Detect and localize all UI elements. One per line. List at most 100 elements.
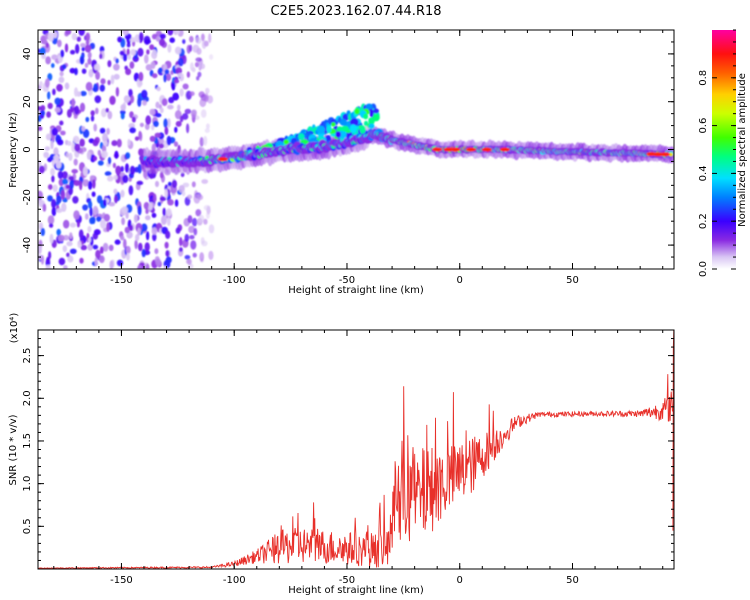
noise-cell — [82, 204, 88, 211]
noise-cell — [89, 206, 93, 217]
noise-cell — [45, 133, 52, 141]
noise-cell — [42, 203, 47, 212]
peak-cell — [499, 147, 510, 152]
noise-cell — [51, 175, 55, 183]
noise-cell — [206, 123, 210, 129]
noise-cell — [99, 84, 106, 92]
noise-cell — [51, 206, 57, 217]
noise-cell — [164, 126, 169, 135]
noise-cell — [148, 202, 153, 211]
noise-cell — [74, 143, 81, 152]
noise-cell — [206, 212, 210, 219]
noise-cell — [98, 255, 105, 264]
snr-ytick-label: 2.5 — [22, 348, 33, 364]
noise-cell — [93, 156, 98, 161]
noise-cell — [59, 71, 64, 77]
snr-ytick-label: 1.0 — [22, 476, 33, 492]
snr-xtick-label: 0 — [457, 575, 463, 586]
noise-cell — [81, 126, 86, 132]
noise-cell — [50, 167, 55, 176]
noise-cell — [120, 189, 125, 198]
noise-cell — [167, 118, 171, 128]
noise-cell — [38, 244, 42, 255]
noise-cell — [49, 223, 54, 228]
noise-cell — [182, 39, 186, 44]
noise-cell — [120, 235, 125, 241]
noise-cell — [159, 171, 164, 179]
noise-cell — [89, 175, 95, 181]
noise-cell — [125, 163, 129, 173]
noise-cell — [74, 105, 80, 115]
noise-cell — [158, 67, 163, 74]
noise-cell — [117, 36, 123, 43]
noise-cell — [44, 146, 51, 152]
noise-cell — [155, 101, 160, 109]
noise-cell — [189, 235, 195, 240]
noise-cell — [155, 36, 160, 42]
noise-cell — [125, 245, 131, 255]
colorbar-tick-label: 0.6 — [698, 118, 709, 134]
noise-cell — [200, 109, 207, 118]
noise-cell — [171, 82, 176, 91]
noise-cell — [102, 242, 109, 252]
noise-cell — [40, 227, 45, 237]
noise-cell — [72, 196, 79, 204]
noise-cell — [145, 208, 149, 214]
noise-cell — [188, 225, 195, 234]
noise-cell — [175, 120, 182, 127]
spectrogram-xtick-label: -100 — [223, 275, 246, 286]
ridge-cell — [283, 139, 290, 145]
spectrogram-cells — [38, 30, 674, 269]
noise-cell — [112, 162, 116, 169]
spectrogram-ytick-label: 40 — [22, 48, 33, 61]
noise-cell — [182, 182, 190, 188]
snr-series-line — [38, 330, 674, 569]
noise-cell — [126, 42, 131, 48]
colorbar-ticks: 0.0 0.2 0.4 0.6 0.8 — [698, 29, 736, 277]
noise-cell — [103, 140, 108, 147]
noise-cell — [146, 49, 150, 55]
peak-cell — [660, 152, 670, 157]
noise-cell — [123, 238, 127, 249]
noise-cell — [100, 78, 106, 85]
noise-cell — [177, 104, 181, 111]
noise-cell — [59, 120, 64, 126]
noise-cell — [166, 217, 171, 227]
noise-cell — [82, 129, 90, 138]
noise-cell — [165, 250, 170, 257]
noise-cell — [47, 184, 53, 190]
noise-cell — [191, 181, 196, 188]
noise-cell — [63, 265, 68, 269]
spectrogram-ytick-label: 20 — [22, 95, 33, 108]
noise-cell — [53, 147, 59, 157]
noise-cell — [152, 233, 157, 242]
noise-cell — [114, 195, 118, 204]
noise-cell — [69, 222, 77, 228]
noise-cell — [169, 37, 175, 43]
noise-cell — [80, 43, 86, 48]
noise-cell — [108, 244, 114, 251]
noise-cell — [129, 165, 136, 175]
noise-cell — [85, 39, 90, 45]
noise-cell — [47, 73, 53, 81]
noise-cell — [179, 247, 183, 253]
noise-cell — [107, 110, 113, 120]
noise-cell — [84, 213, 89, 220]
noise-cell — [178, 57, 184, 67]
noise-cell — [124, 226, 130, 234]
noise-cell — [141, 248, 146, 258]
noise-cell — [209, 54, 214, 60]
ridge-cell — [363, 113, 369, 120]
snr-scale-label: (x10⁴) — [9, 313, 20, 344]
noise-cell — [82, 179, 90, 187]
noise-cell — [66, 241, 73, 247]
noise-cell — [107, 157, 112, 165]
noise-cell — [106, 222, 110, 233]
noise-cell — [73, 180, 81, 186]
noise-cell — [39, 81, 43, 87]
noise-cell — [201, 240, 208, 247]
noise-cell — [71, 98, 76, 108]
noise-cell — [80, 90, 87, 97]
noise-cell — [151, 212, 157, 218]
noise-cell — [200, 63, 206, 70]
